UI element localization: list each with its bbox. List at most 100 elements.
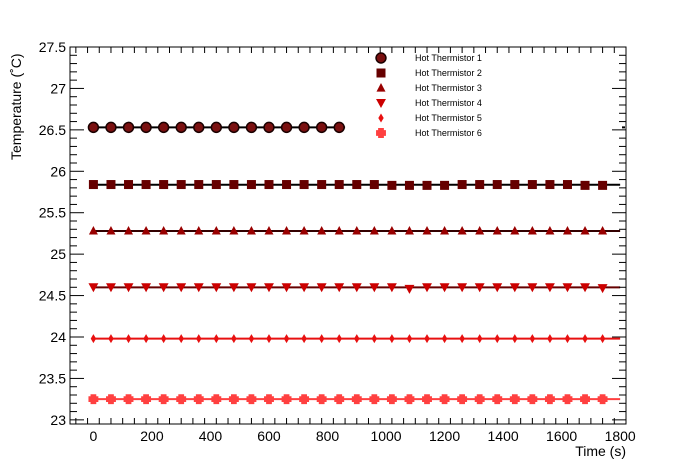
data-point bbox=[193, 394, 204, 405]
data-point bbox=[317, 180, 327, 190]
data-point bbox=[176, 180, 186, 190]
data-point bbox=[281, 394, 292, 405]
data-point bbox=[175, 121, 187, 134]
data-point bbox=[157, 121, 170, 134]
data-point bbox=[283, 334, 290, 344]
data-point bbox=[527, 283, 538, 293]
data-point bbox=[124, 180, 134, 190]
x-tick-label: 400 bbox=[199, 428, 223, 444]
data-point bbox=[88, 225, 98, 235]
data-point bbox=[544, 394, 555, 405]
data-point bbox=[351, 394, 362, 405]
data-point bbox=[193, 121, 205, 134]
data-point bbox=[597, 284, 608, 294]
legend-label: Hot Thermistor 3 bbox=[415, 83, 482, 93]
data-point bbox=[263, 121, 275, 134]
data-point bbox=[387, 180, 397, 190]
data-point bbox=[422, 394, 432, 405]
data-point bbox=[125, 334, 132, 344]
data-point bbox=[316, 283, 327, 293]
data-point bbox=[87, 121, 100, 134]
data-point bbox=[562, 283, 573, 293]
data-point bbox=[88, 180, 98, 190]
data-point bbox=[90, 334, 97, 344]
data-point bbox=[264, 394, 274, 405]
data-point bbox=[158, 394, 169, 405]
series-3 bbox=[88, 225, 608, 235]
data-point bbox=[562, 180, 572, 190]
data-point bbox=[160, 334, 167, 344]
series-4 bbox=[88, 283, 608, 294]
data-point bbox=[106, 180, 116, 190]
data-point bbox=[424, 334, 430, 344]
data-point bbox=[213, 334, 220, 344]
data-point bbox=[474, 394, 485, 405]
data-point bbox=[527, 394, 538, 405]
data-point bbox=[159, 180, 169, 190]
legend-label: Hot Thermistor 1 bbox=[415, 53, 482, 63]
data-point bbox=[196, 334, 202, 344]
x-tick-label: 1000 bbox=[370, 428, 401, 444]
data-point bbox=[580, 180, 590, 190]
legend-marker bbox=[378, 113, 384, 123]
data-point bbox=[246, 394, 257, 405]
data-point bbox=[386, 283, 397, 293]
data-point bbox=[369, 225, 379, 235]
data-point bbox=[211, 394, 222, 405]
legend-marker bbox=[375, 52, 387, 64]
data-point bbox=[404, 225, 414, 235]
x-axis-ticks: 0 200 400 600 800 1000 1200 1400 1600 1800 bbox=[75, 47, 636, 444]
data-point bbox=[282, 180, 292, 190]
data-point bbox=[492, 180, 502, 190]
data-point bbox=[354, 334, 360, 344]
x-tick-label: 600 bbox=[257, 428, 281, 444]
data-point bbox=[509, 394, 520, 405]
y-tick-label: 27 bbox=[50, 80, 66, 96]
data-point bbox=[211, 180, 221, 190]
data-point bbox=[159, 225, 169, 235]
data-point bbox=[492, 283, 503, 293]
data-point bbox=[387, 225, 397, 235]
data-point bbox=[475, 180, 485, 190]
legend-label: Hot Thermistor 6 bbox=[415, 128, 482, 138]
data-point bbox=[334, 394, 345, 405]
data-point bbox=[229, 180, 239, 190]
data-point bbox=[105, 121, 117, 134]
data-point bbox=[194, 225, 204, 235]
data-point bbox=[315, 121, 328, 134]
legend-marker bbox=[376, 98, 386, 108]
data-point bbox=[246, 180, 256, 190]
data-point bbox=[406, 334, 413, 344]
x-tick-label: 1800 bbox=[605, 428, 636, 444]
data-point bbox=[211, 283, 222, 293]
data-point bbox=[369, 283, 380, 293]
data-point bbox=[547, 334, 553, 344]
data-point bbox=[280, 121, 293, 134]
data-point bbox=[316, 394, 327, 405]
data-point bbox=[371, 334, 378, 344]
y-tick-label: 25 bbox=[50, 246, 66, 262]
data-point bbox=[229, 225, 239, 235]
data-point bbox=[211, 225, 221, 235]
data-point bbox=[123, 283, 134, 293]
y-tick-label: 25.5 bbox=[39, 205, 66, 221]
data-point bbox=[369, 394, 380, 405]
y-tick-label: 23.5 bbox=[39, 370, 66, 386]
data-point bbox=[527, 180, 537, 190]
fit-lines bbox=[93, 126, 625, 401]
data-point bbox=[334, 225, 344, 235]
data-point bbox=[176, 394, 187, 405]
data-point bbox=[474, 283, 485, 293]
data-point bbox=[404, 394, 415, 405]
y-tick-label: 24 bbox=[50, 329, 66, 345]
data-point bbox=[141, 180, 151, 190]
y-tick-label: 26.5 bbox=[39, 122, 66, 138]
data-point bbox=[510, 225, 520, 235]
data-point bbox=[352, 180, 362, 190]
data-point bbox=[336, 334, 342, 344]
data-point bbox=[352, 225, 362, 235]
data-point bbox=[317, 225, 327, 235]
data-point bbox=[140, 121, 152, 134]
series-1 bbox=[87, 121, 345, 134]
